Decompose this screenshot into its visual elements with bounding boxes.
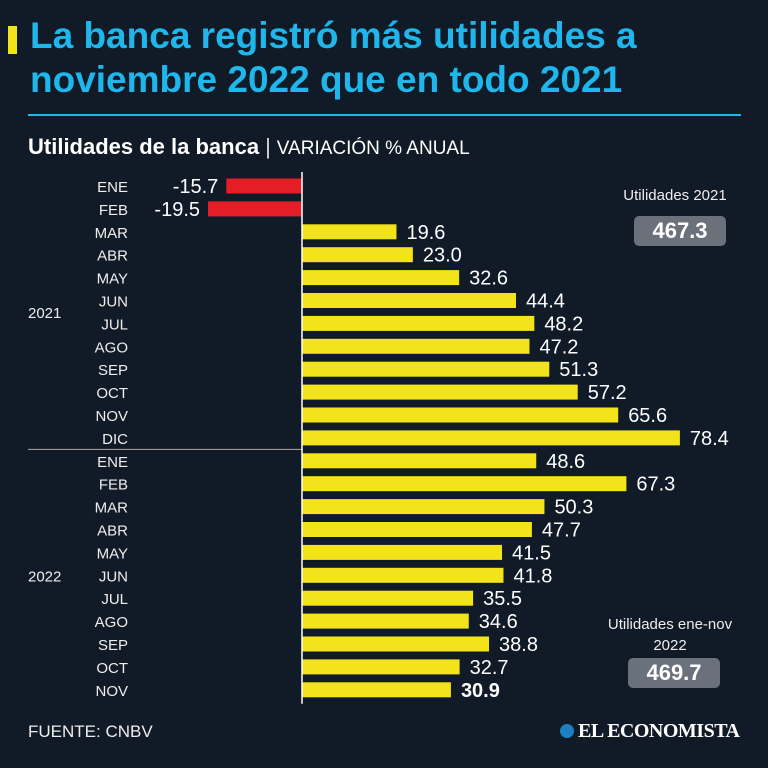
title-accent (8, 26, 17, 54)
value-label: 48.2 (544, 313, 583, 335)
year-label: 2021 (28, 305, 61, 322)
category-label: AGO (95, 614, 128, 631)
callout-2021-value: 467.3 (634, 216, 726, 246)
bar (302, 361, 550, 377)
bar (302, 407, 619, 423)
value-label: 50.3 (554, 497, 593, 519)
category-label: ABR (97, 248, 128, 265)
category-label: JUL (101, 591, 128, 608)
category-label: NOV (95, 408, 128, 425)
category-label: SEP (98, 637, 128, 654)
category-label: ENE (97, 454, 128, 471)
bar (302, 453, 537, 469)
bar (302, 247, 413, 263)
title-divider (28, 114, 741, 116)
value-label: 67.3 (636, 474, 675, 496)
callout-2021-label: Utilidades 2021 (623, 187, 727, 204)
category-label: MAY (97, 545, 128, 562)
page-title: La banca registró más utilidades a novie… (30, 15, 637, 100)
value-label: 35.5 (483, 588, 522, 610)
bar (208, 201, 302, 217)
bar (302, 522, 532, 537)
category-label: MAY (97, 271, 128, 288)
callout-2022-value: 469.7 (628, 658, 720, 688)
subtitle-unit: VARIACIÓN % ANUAL (276, 138, 470, 159)
subtitle-separator: | (265, 134, 271, 159)
category-label: OCT (96, 660, 128, 677)
bar (302, 338, 530, 354)
value-label: 30.9 (461, 680, 500, 702)
category-label: MAR (95, 500, 129, 517)
value-label: 19.6 (406, 222, 445, 244)
value-label: -15.7 (173, 176, 219, 198)
bar (226, 178, 302, 194)
bar (302, 567, 504, 583)
value-label: 48.6 (546, 451, 585, 473)
bar (302, 636, 490, 652)
value-label: 65.6 (628, 405, 667, 427)
category-label: AGO (95, 339, 128, 356)
callout-2022-label: Utilidades ene-nov 2022 (607, 616, 733, 654)
bar (302, 682, 451, 698)
value-label: 47.7 (542, 520, 581, 542)
category-label: FEB (99, 477, 128, 494)
category-label: OCT (96, 385, 128, 402)
category-label: FEB (99, 202, 128, 219)
logo-text: EL ECONOMISTA (578, 720, 740, 742)
value-label: 44.4 (526, 291, 565, 313)
category-label: SEP (98, 362, 128, 379)
bar (302, 499, 545, 515)
subtitle-main: Utilidades de la banca (28, 134, 260, 159)
value-label: 32.7 (470, 657, 509, 679)
bar (302, 315, 535, 331)
category-label: ABR (97, 523, 128, 540)
category-label: JUL (101, 316, 128, 333)
value-label: 32.6 (469, 268, 508, 290)
value-label: 34.6 (479, 611, 518, 633)
source-note: FUENTE: CNBV (28, 722, 153, 741)
category-label: NOV (95, 683, 128, 700)
bar (302, 224, 397, 240)
chart-subtitle: Utilidades de la banca | VARIACIÓN % ANUAL (28, 134, 470, 160)
category-label: MAR (95, 225, 129, 242)
value-label: -19.5 (154, 199, 200, 221)
value-label: 57.2 (588, 382, 627, 404)
bar (302, 476, 627, 492)
logo: EL ECONOMISTA (560, 720, 740, 743)
bar (302, 384, 578, 400)
value-label: 23.0 (423, 245, 462, 267)
bar (302, 430, 680, 446)
bar (302, 544, 503, 560)
bar (302, 293, 517, 308)
bar (302, 590, 474, 606)
value-label: 38.8 (499, 634, 538, 656)
category-label: ENE (97, 179, 128, 196)
value-label: 78.4 (690, 428, 729, 450)
category-label: JUN (99, 568, 128, 585)
category-label: DIC (102, 431, 128, 448)
category-label: JUN (99, 294, 128, 311)
value-label: 41.5 (512, 542, 551, 564)
bar (302, 659, 460, 675)
value-label: 41.8 (513, 565, 552, 587)
logo-globe-icon (560, 724, 574, 738)
value-label: 47.2 (540, 336, 579, 358)
bar (302, 270, 460, 286)
value-label: 51.3 (559, 359, 598, 381)
bar (302, 613, 469, 629)
year-label: 2022 (28, 568, 61, 585)
